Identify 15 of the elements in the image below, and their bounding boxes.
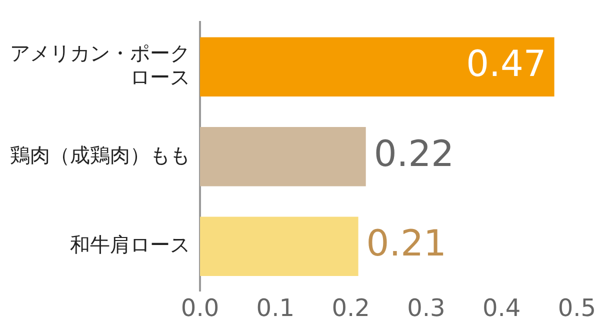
y-tick-label: 鶏肉（成鶏肉）もも [10,142,190,167]
bar [200,216,358,276]
x-tick-label: 0.4 [482,294,521,322]
y-tick-label: 和牛肩ロース [70,232,190,257]
y-tick-label: アメリカン・ポークロース [10,41,190,90]
bar [200,37,554,96]
x-tick-label: 0.3 [407,294,446,322]
x-tick-label: 0.2 [332,294,370,322]
bar [200,126,366,186]
data-label: 0.21 [366,224,446,265]
data-label: 0.22 [374,134,454,175]
data-label: 0.47 [466,44,546,86]
x-tick-label: 0.0 [180,294,220,322]
x-tick-label: 0.1 [256,294,294,322]
x-tick-label: 0.5 [558,294,596,322]
